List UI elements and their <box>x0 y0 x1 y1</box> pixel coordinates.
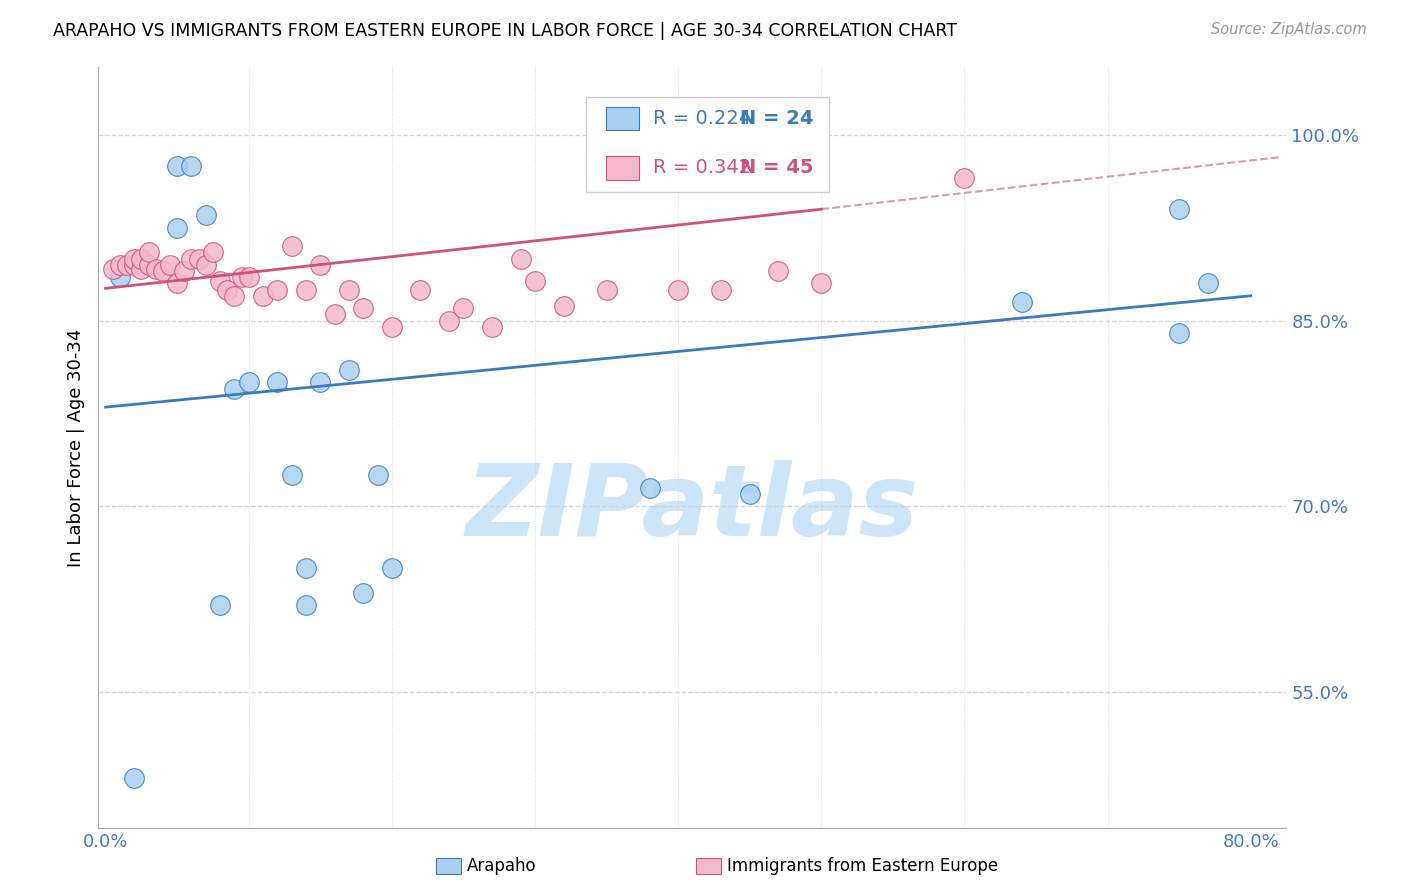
Bar <box>696 858 721 874</box>
Point <box>323 307 346 321</box>
Point <box>159 258 181 272</box>
Point <box>231 270 253 285</box>
Point <box>1197 277 1219 291</box>
FancyBboxPatch shape <box>606 156 638 179</box>
Point <box>166 220 188 235</box>
Point <box>509 252 531 266</box>
Text: ARAPAHO VS IMMIGRANTS FROM EASTERN EUROPE IN LABOR FORCE | AGE 30-34 CORRELATION: ARAPAHO VS IMMIGRANTS FROM EASTERN EUROP… <box>53 22 957 40</box>
Point <box>108 258 131 272</box>
Point <box>180 252 202 266</box>
Point <box>524 274 547 288</box>
Text: ZIPatlas: ZIPatlas <box>465 459 920 557</box>
Text: N = 24: N = 24 <box>740 109 814 128</box>
Text: Arapaho: Arapaho <box>467 857 537 875</box>
Point <box>352 301 374 315</box>
Point <box>810 277 832 291</box>
Point <box>1011 295 1033 310</box>
Point <box>122 252 145 266</box>
Y-axis label: In Labor Force | Age 30-34: In Labor Force | Age 30-34 <box>66 328 84 566</box>
Point <box>115 258 138 272</box>
Point <box>131 261 153 276</box>
Point <box>201 245 224 260</box>
Point <box>138 245 160 260</box>
Point <box>180 159 202 173</box>
Point <box>194 258 217 272</box>
Point <box>453 301 475 315</box>
Point <box>381 319 404 334</box>
Point <box>953 171 976 186</box>
Point <box>266 283 288 297</box>
Point <box>295 283 318 297</box>
Point <box>187 252 209 266</box>
Text: Source: ZipAtlas.com: Source: ZipAtlas.com <box>1211 22 1367 37</box>
FancyBboxPatch shape <box>606 107 638 130</box>
Text: R = 0.342: R = 0.342 <box>654 158 751 178</box>
Point <box>638 481 661 495</box>
Point <box>481 319 503 334</box>
Point <box>352 585 374 599</box>
Point <box>266 376 288 390</box>
Point <box>295 598 318 612</box>
Point <box>173 264 195 278</box>
Point <box>122 258 145 272</box>
Text: Immigrants from Eastern Europe: Immigrants from Eastern Europe <box>727 857 998 875</box>
Point <box>367 468 389 483</box>
FancyBboxPatch shape <box>585 97 830 193</box>
Point <box>553 299 575 313</box>
Point <box>122 772 145 786</box>
Point <box>238 376 260 390</box>
Text: N = 45: N = 45 <box>740 158 814 178</box>
Point <box>217 283 239 297</box>
Point <box>768 264 790 278</box>
Point <box>738 487 761 501</box>
Point <box>409 283 432 297</box>
Point <box>252 289 274 303</box>
Point <box>280 468 302 483</box>
Point <box>145 261 167 276</box>
Point <box>209 274 232 288</box>
Point <box>1168 326 1191 340</box>
Point <box>224 289 246 303</box>
Point <box>595 283 617 297</box>
Point <box>101 261 124 276</box>
Point <box>381 561 404 575</box>
Text: R = 0.224: R = 0.224 <box>654 109 751 128</box>
Point <box>309 376 332 390</box>
Point <box>437 313 460 327</box>
Point <box>152 264 174 278</box>
Bar <box>436 858 461 874</box>
Point <box>666 283 689 297</box>
Point <box>337 283 360 297</box>
Point <box>224 382 246 396</box>
Point <box>209 598 232 612</box>
Point <box>295 561 318 575</box>
Point <box>337 363 360 377</box>
Point <box>710 283 733 297</box>
Point <box>166 277 188 291</box>
Point <box>280 239 302 253</box>
Point <box>194 208 217 222</box>
Point <box>238 270 260 285</box>
Point <box>131 252 153 266</box>
Point <box>1168 202 1191 217</box>
Point <box>138 258 160 272</box>
Point <box>166 159 188 173</box>
Point <box>309 258 332 272</box>
Point <box>108 270 131 285</box>
